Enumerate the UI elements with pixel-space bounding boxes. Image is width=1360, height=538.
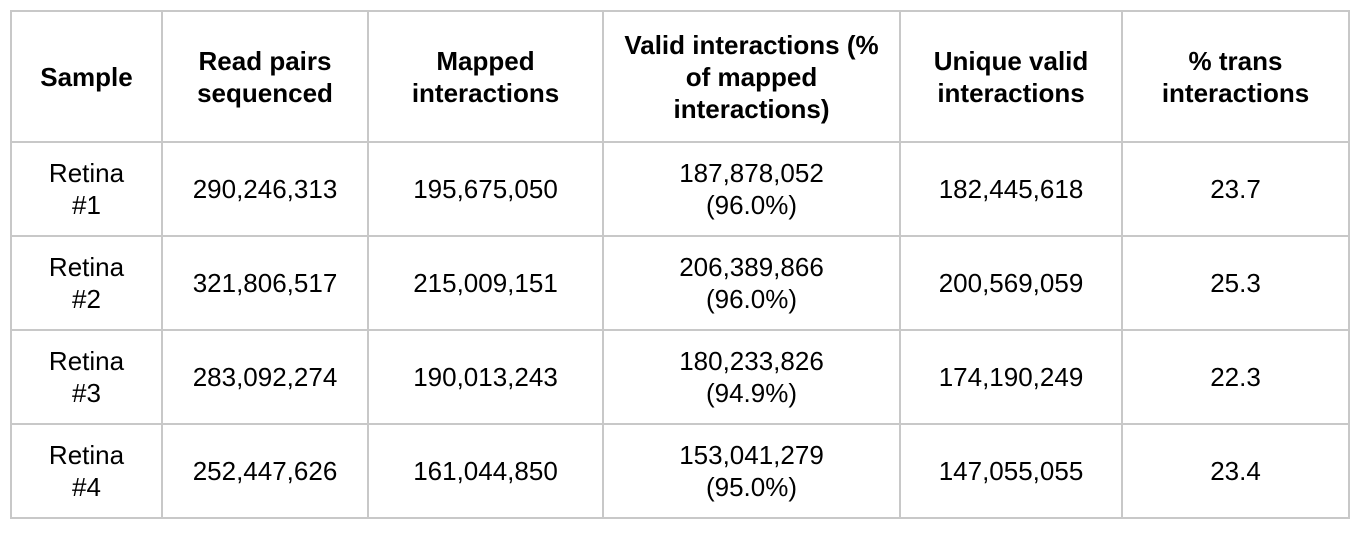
header-cell: Mapped interactions <box>367 10 604 143</box>
data-row: Retina #3 283,092,274 190,013,243 180,233,8… <box>10 329 1350 425</box>
mapped-interactions: 190,013,243 <box>367 329 604 425</box>
trans-percent: 22.3 <box>1121 329 1350 425</box>
valid-count: 206,389,866 <box>679 252 824 282</box>
cell: 187,878,052 (96.0%) <box>602 141 901 237</box>
cell: Retina #2 <box>10 235 163 331</box>
read-pairs: 321,806,517 <box>161 235 369 331</box>
header-text: Unique valid interactions <box>933 45 1089 108</box>
data-row: Retina #4 252,447,626 161,044,850 153,041,2… <box>10 423 1350 519</box>
valid-count: 153,041,279 <box>679 440 824 470</box>
header-text: % trans interactions <box>1161 45 1310 108</box>
mapped-interactions: 161,044,850 <box>367 423 604 519</box>
header-cell: % trans interactions <box>1121 10 1350 143</box>
header-cell: Read pairs sequenced <box>161 10 369 143</box>
cell: 180,233,826 (94.9%) <box>602 329 901 425</box>
cell: 153,041,279 (95.0%) <box>602 423 901 519</box>
header-text: Sample <box>40 61 133 92</box>
unique-valid: 174,190,249 <box>899 329 1123 425</box>
unique-valid: 147,055,055 <box>899 423 1123 519</box>
sample-name: Retina #1 <box>48 158 125 220</box>
data-row: Retina #1 290,246,313 195,675,050 187,878,0… <box>10 141 1350 237</box>
mapped-interactions: 215,009,151 <box>367 235 604 331</box>
header-row: Sample Read pairs sequenced Mapped interac… <box>10 10 1350 143</box>
table-body: Retina #1 290,246,313 195,675,050 187,878,0… <box>10 141 1350 519</box>
header-text: Valid interactions (% of mapped interact… <box>624 29 879 124</box>
header-text: Read pairs sequenced <box>197 45 333 108</box>
valid-percent: (95.0%) <box>705 472 798 502</box>
read-pairs: 290,246,313 <box>161 141 369 237</box>
unique-valid: 200,569,059 <box>899 235 1123 331</box>
unique-valid: 182,445,618 <box>899 141 1123 237</box>
results-table: Sample Read pairs sequenced Mapped interac… <box>10 10 1350 519</box>
cell: 206,389,866 (96.0%) <box>602 235 901 331</box>
read-pairs: 252,447,626 <box>161 423 369 519</box>
valid-count: 187,878,052 <box>679 158 824 188</box>
trans-percent: 23.7 <box>1121 141 1350 237</box>
valid-count: 180,233,826 <box>679 346 824 376</box>
mapped-interactions: 195,675,050 <box>367 141 604 237</box>
cell: Retina #4 <box>10 423 163 519</box>
header-cell: Sample <box>10 10 163 143</box>
read-pairs: 283,092,274 <box>161 329 369 425</box>
valid-percent: (96.0%) <box>705 284 798 314</box>
sample-name: Retina #3 <box>48 346 125 408</box>
header-cell: Unique valid interactions <box>899 10 1123 143</box>
sample-name: Retina #2 <box>48 252 125 314</box>
header-cell: Valid interactions (% of mapped interact… <box>602 10 901 143</box>
valid-percent: (94.9%) <box>705 378 798 408</box>
trans-percent: 23.4 <box>1121 423 1350 519</box>
cell: Retina #3 <box>10 329 163 425</box>
valid-percent: (96.0%) <box>705 190 798 220</box>
sample-name: Retina #4 <box>48 440 125 502</box>
header-text: Mapped interactions <box>411 45 560 108</box>
cell: Retina #1 <box>10 141 163 237</box>
trans-percent: 25.3 <box>1121 235 1350 331</box>
data-row: Retina #2 321,806,517 215,009,151 206,389,8… <box>10 235 1350 331</box>
